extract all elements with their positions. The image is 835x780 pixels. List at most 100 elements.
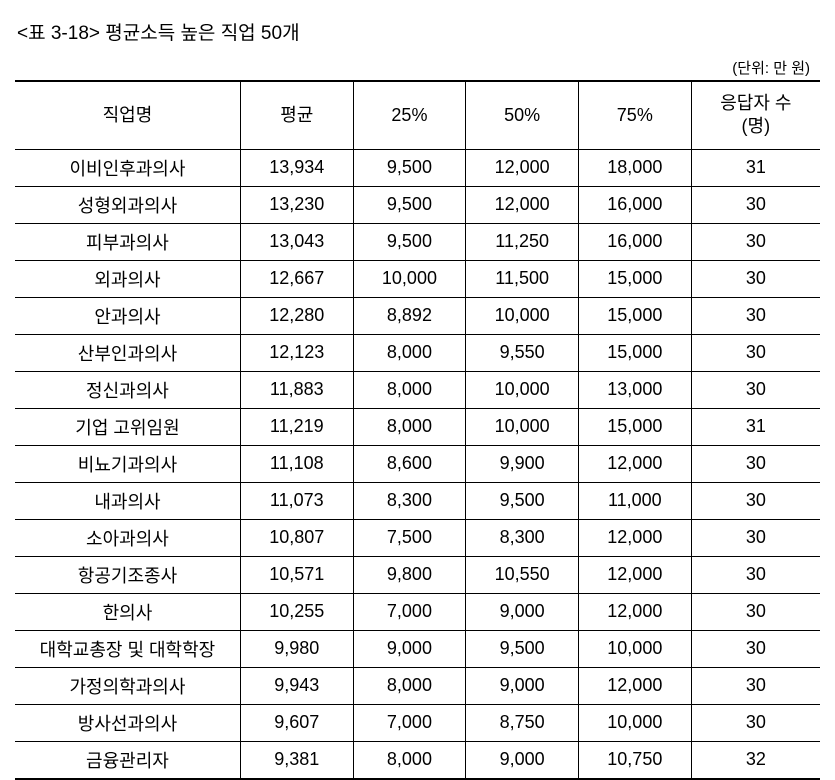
cell-p75: 16,000 bbox=[578, 186, 691, 223]
cell-p25: 7,000 bbox=[353, 593, 466, 630]
cell-p50: 11,500 bbox=[466, 260, 579, 297]
header-avg: 평균 bbox=[240, 81, 353, 149]
cell-name: 소아과의사 bbox=[15, 519, 240, 556]
cell-avg: 11,108 bbox=[240, 445, 353, 482]
cell-avg: 11,219 bbox=[240, 408, 353, 445]
table-row: 비뇨기과의사11,1088,6009,90012,00030 bbox=[15, 445, 820, 482]
table-row: 금융관리자9,3818,0009,00010,75032 bbox=[15, 741, 820, 779]
cell-p75: 13,000 bbox=[578, 371, 691, 408]
cell-name: 이비인후과의사 bbox=[15, 149, 240, 186]
table-row: 외과의사12,66710,00011,50015,00030 bbox=[15, 260, 820, 297]
cell-respondents: 30 bbox=[691, 297, 820, 334]
table-row: 방사선과의사9,6077,0008,75010,00030 bbox=[15, 704, 820, 741]
table-row: 산부인과의사12,1238,0009,55015,00030 bbox=[15, 334, 820, 371]
cell-name: 가정의학과의사 bbox=[15, 667, 240, 704]
cell-name: 내과의사 bbox=[15, 482, 240, 519]
cell-respondents: 30 bbox=[691, 556, 820, 593]
cell-avg: 9,943 bbox=[240, 667, 353, 704]
cell-p75: 18,000 bbox=[578, 149, 691, 186]
cell-p50: 10,550 bbox=[466, 556, 579, 593]
cell-p50: 10,000 bbox=[466, 408, 579, 445]
cell-p25: 10,000 bbox=[353, 260, 466, 297]
table-row: 가정의학과의사9,9438,0009,00012,00030 bbox=[15, 667, 820, 704]
cell-p50: 8,300 bbox=[466, 519, 579, 556]
cell-respondents: 30 bbox=[691, 260, 820, 297]
cell-avg: 9,607 bbox=[240, 704, 353, 741]
cell-respondents: 30 bbox=[691, 371, 820, 408]
table-row: 대학교총장 및 대학학장9,9809,0009,50010,00030 bbox=[15, 630, 820, 667]
table-row: 피부과의사13,0439,50011,25016,00030 bbox=[15, 223, 820, 260]
cell-p75: 15,000 bbox=[578, 334, 691, 371]
cell-p75: 10,000 bbox=[578, 704, 691, 741]
cell-avg: 10,571 bbox=[240, 556, 353, 593]
cell-respondents: 30 bbox=[691, 667, 820, 704]
cell-avg: 10,807 bbox=[240, 519, 353, 556]
cell-avg: 10,255 bbox=[240, 593, 353, 630]
table-row: 이비인후과의사13,9349,50012,00018,00031 bbox=[15, 149, 820, 186]
cell-avg: 12,123 bbox=[240, 334, 353, 371]
cell-p25: 7,500 bbox=[353, 519, 466, 556]
cell-avg: 12,667 bbox=[240, 260, 353, 297]
table-title: <표 3-18> 평균소득 높은 직업 50개 bbox=[15, 18, 820, 45]
cell-respondents: 30 bbox=[691, 445, 820, 482]
table-row: 소아과의사10,8077,5008,30012,00030 bbox=[15, 519, 820, 556]
cell-p75: 15,000 bbox=[578, 260, 691, 297]
cell-p50: 9,000 bbox=[466, 593, 579, 630]
cell-name: 방사선과의사 bbox=[15, 704, 240, 741]
cell-respondents: 32 bbox=[691, 741, 820, 779]
header-row: 직업명 평균 25% 50% 75% 응답자 수(명) bbox=[15, 81, 820, 149]
cell-p50: 9,000 bbox=[466, 667, 579, 704]
income-table: 직업명 평균 25% 50% 75% 응답자 수(명) 이비인후과의사13,93… bbox=[15, 80, 820, 780]
cell-p75: 12,000 bbox=[578, 519, 691, 556]
cell-respondents: 30 bbox=[691, 593, 820, 630]
cell-p25: 9,500 bbox=[353, 223, 466, 260]
table-row: 안과의사12,2808,89210,00015,00030 bbox=[15, 297, 820, 334]
table-row: 항공기조종사10,5719,80010,55012,00030 bbox=[15, 556, 820, 593]
cell-p50: 12,000 bbox=[466, 149, 579, 186]
unit-label: (단위: 만 원) bbox=[15, 57, 820, 78]
cell-respondents: 30 bbox=[691, 630, 820, 667]
cell-p25: 8,000 bbox=[353, 667, 466, 704]
cell-avg: 13,043 bbox=[240, 223, 353, 260]
cell-p50: 11,250 bbox=[466, 223, 579, 260]
cell-p25: 8,892 bbox=[353, 297, 466, 334]
cell-p75: 15,000 bbox=[578, 408, 691, 445]
cell-name: 산부인과의사 bbox=[15, 334, 240, 371]
cell-p75: 10,000 bbox=[578, 630, 691, 667]
cell-name: 안과의사 bbox=[15, 297, 240, 334]
cell-respondents: 30 bbox=[691, 334, 820, 371]
cell-p75: 12,000 bbox=[578, 445, 691, 482]
cell-p50: 10,000 bbox=[466, 297, 579, 334]
cell-p25: 8,000 bbox=[353, 371, 466, 408]
cell-p75: 10,750 bbox=[578, 741, 691, 779]
cell-p25: 8,300 bbox=[353, 482, 466, 519]
header-p50: 50% bbox=[466, 81, 579, 149]
cell-avg: 12,280 bbox=[240, 297, 353, 334]
cell-p50: 10,000 bbox=[466, 371, 579, 408]
cell-name: 성형외과의사 bbox=[15, 186, 240, 223]
cell-name: 피부과의사 bbox=[15, 223, 240, 260]
header-name: 직업명 bbox=[15, 81, 240, 149]
cell-respondents: 30 bbox=[691, 482, 820, 519]
cell-p75: 16,000 bbox=[578, 223, 691, 260]
cell-p75: 11,000 bbox=[578, 482, 691, 519]
cell-name: 정신과의사 bbox=[15, 371, 240, 408]
cell-p25: 9,000 bbox=[353, 630, 466, 667]
cell-respondents: 30 bbox=[691, 223, 820, 260]
cell-p75: 12,000 bbox=[578, 593, 691, 630]
cell-respondents: 30 bbox=[691, 704, 820, 741]
cell-avg: 13,230 bbox=[240, 186, 353, 223]
cell-p50: 9,500 bbox=[466, 482, 579, 519]
cell-respondents: 31 bbox=[691, 149, 820, 186]
cell-p25: 9,500 bbox=[353, 186, 466, 223]
cell-avg: 9,980 bbox=[240, 630, 353, 667]
cell-name: 기업 고위임원 bbox=[15, 408, 240, 445]
header-p75: 75% bbox=[578, 81, 691, 149]
cell-p25: 8,000 bbox=[353, 741, 466, 779]
cell-p50: 8,750 bbox=[466, 704, 579, 741]
header-respondents: 응답자 수(명) bbox=[691, 81, 820, 149]
cell-avg: 9,381 bbox=[240, 741, 353, 779]
cell-name: 항공기조종사 bbox=[15, 556, 240, 593]
cell-p75: 15,000 bbox=[578, 297, 691, 334]
table-row: 기업 고위임원11,2198,00010,00015,00031 bbox=[15, 408, 820, 445]
